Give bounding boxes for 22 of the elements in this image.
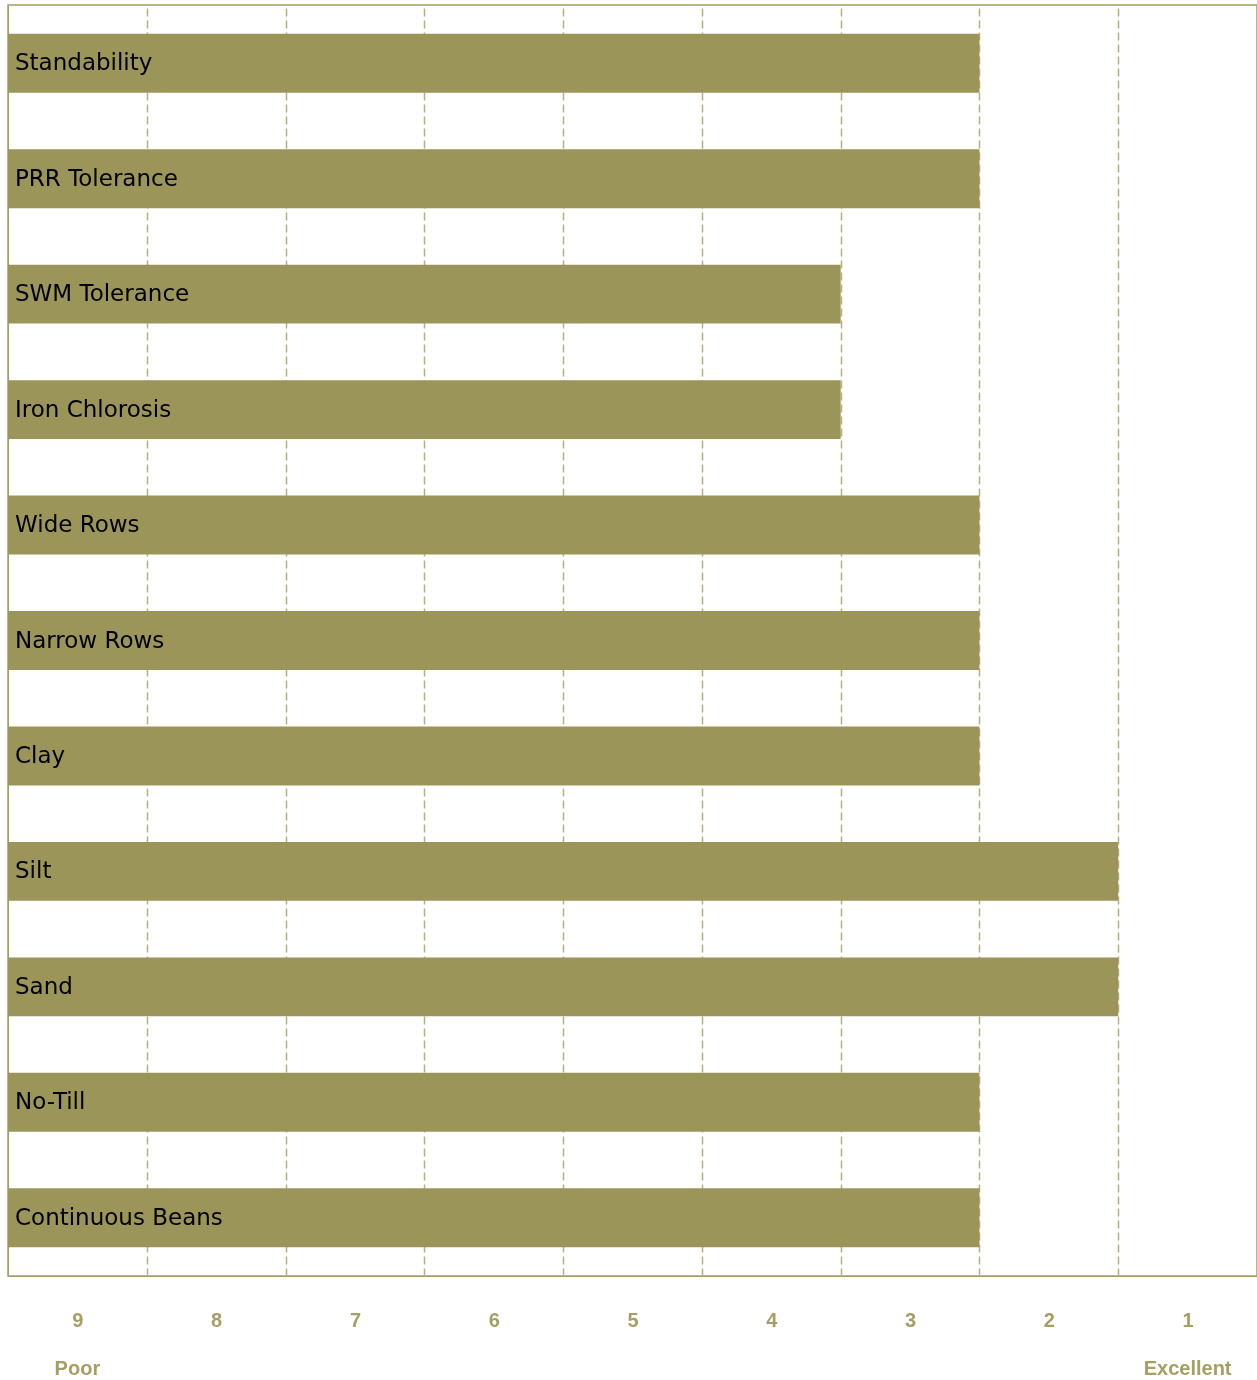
y-tick-label: Narrow Rows: [15, 626, 165, 653]
y-tick-label: PRR Tolerance: [15, 164, 178, 191]
y-tick-label: SWM Tolerance: [15, 280, 190, 307]
x-tick-label: 8: [211, 1308, 223, 1331]
x-tick-label: 4: [766, 1308, 779, 1331]
y-tick-label: Wide Rows: [15, 511, 140, 538]
x-tick-label: 6: [488, 1308, 500, 1331]
y-tick-label: No-Till: [15, 1088, 86, 1115]
text: Excellent: [1143, 1357, 1232, 1379]
y-tick-label: Continuous Beans: [15, 1203, 223, 1230]
y-tick-label: Standability: [15, 49, 153, 76]
y-tick-label: Silt: [15, 857, 52, 884]
y-tick-label: Sand: [15, 972, 73, 999]
x-tick-label: 7: [349, 1308, 362, 1331]
x-tick-label: 1: [1182, 1308, 1194, 1331]
x-tick-label: 3: [904, 1308, 917, 1331]
y-tick-label: Iron Chlorosis: [15, 395, 172, 422]
x-tick-label: 2: [1043, 1308, 1055, 1331]
x-tick-label: 9: [72, 1308, 84, 1331]
text: Poor: [54, 1357, 101, 1379]
x-tick-label: 5: [627, 1308, 639, 1331]
y-tick-label: Clay: [15, 741, 66, 768]
